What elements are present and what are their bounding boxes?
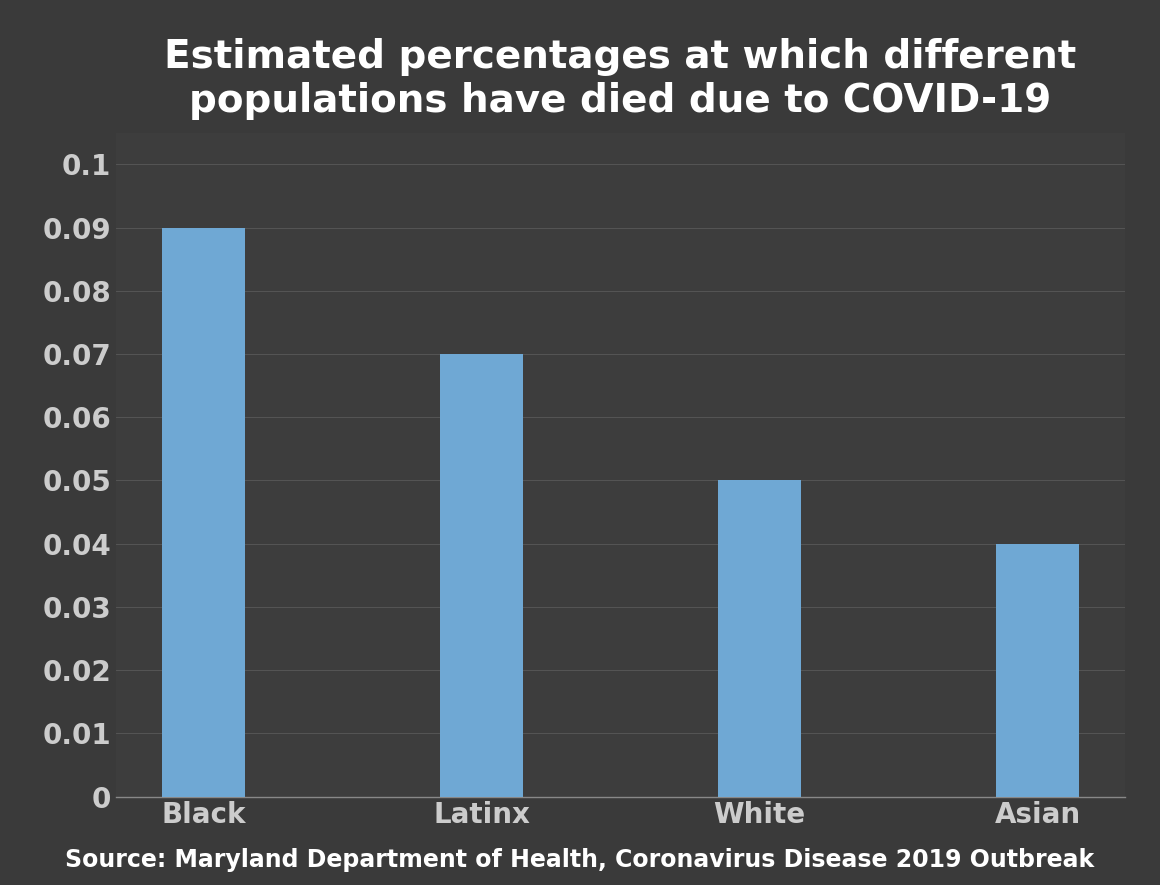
Bar (162, 227, 245, 796)
Bar (440, 354, 523, 796)
Bar (996, 543, 1079, 796)
Title: Estimated percentages at which different
populations have died due to COVID-19: Estimated percentages at which different… (165, 38, 1076, 119)
Bar (718, 481, 802, 796)
Text: Source: Maryland Department of Health, Coronavirus Disease 2019 Outbreak: Source: Maryland Department of Health, C… (65, 848, 1095, 872)
